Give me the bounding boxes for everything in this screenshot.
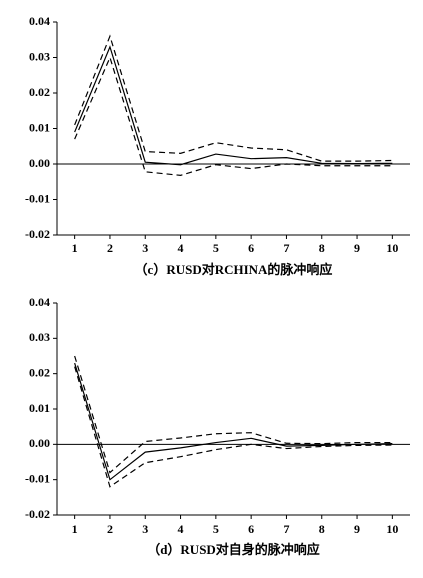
y-tick-label: -0.02 bbox=[25, 507, 50, 521]
y-tick-label: 0.00 bbox=[29, 436, 50, 450]
y-tick-label: -0.01 bbox=[25, 471, 50, 485]
x-tick-label: 4 bbox=[178, 522, 184, 536]
chart-caption: （c）RUSD对RCHINA的脉冲响应 bbox=[135, 262, 333, 277]
x-tick-label: 5 bbox=[213, 241, 219, 255]
x-tick-label: 10 bbox=[386, 241, 398, 255]
y-tick-label: -0.02 bbox=[25, 227, 50, 241]
response-line bbox=[74, 362, 393, 481]
chart-caption: （d）RUSD对自身的脉冲响应 bbox=[147, 542, 320, 557]
y-tick-label: 0.02 bbox=[29, 365, 50, 379]
band-line bbox=[74, 34, 393, 162]
y-tick-label: 0.04 bbox=[29, 14, 50, 28]
x-tick-label: 8 bbox=[319, 241, 325, 255]
y-tick-label: 0.02 bbox=[29, 85, 50, 99]
y-tick-label: 0.01 bbox=[29, 120, 50, 134]
x-tick-label: 3 bbox=[142, 522, 148, 536]
x-tick-label: 1 bbox=[72, 522, 78, 536]
x-tick-label: 9 bbox=[354, 241, 360, 255]
x-tick-label: 8 bbox=[319, 522, 325, 536]
x-tick-label: 6 bbox=[248, 241, 254, 255]
y-tick-label: 0.01 bbox=[29, 401, 50, 415]
x-tick-label: 2 bbox=[107, 241, 113, 255]
x-tick-label: 4 bbox=[178, 241, 184, 255]
x-tick-label: 6 bbox=[248, 522, 254, 536]
x-tick-label: 1 bbox=[72, 241, 78, 255]
x-tick-label: 5 bbox=[213, 522, 219, 536]
band-line bbox=[74, 355, 393, 474]
x-tick-label: 7 bbox=[283, 522, 289, 536]
band-line bbox=[74, 55, 393, 176]
band-line bbox=[74, 366, 393, 488]
y-tick-label: 0.04 bbox=[29, 295, 50, 309]
x-tick-label: 2 bbox=[107, 522, 113, 536]
response-line bbox=[74, 45, 393, 166]
y-tick-label: 0.03 bbox=[29, 49, 50, 63]
x-tick-label: 3 bbox=[142, 241, 148, 255]
y-tick-label: -0.01 bbox=[25, 191, 50, 205]
x-tick-label: 9 bbox=[354, 522, 360, 536]
y-tick-label: 0.03 bbox=[29, 330, 50, 344]
y-tick-label: 0.00 bbox=[29, 156, 50, 170]
x-tick-label: 7 bbox=[283, 241, 289, 255]
x-tick-label: 10 bbox=[386, 522, 398, 536]
